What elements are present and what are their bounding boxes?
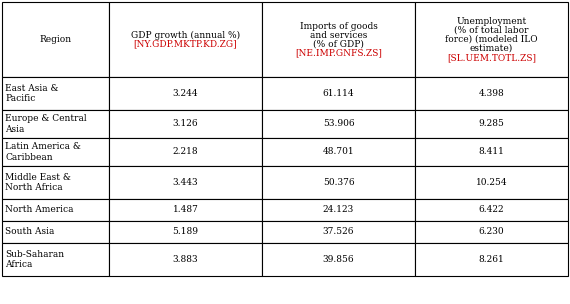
Text: 6.230: 6.230 (479, 227, 504, 237)
Bar (415, 138, 568, 166)
Text: 24.123: 24.123 (323, 206, 354, 215)
Bar (2, 110, 109, 138)
Text: GDP growth (annual %): GDP growth (annual %) (131, 30, 240, 40)
Text: 6.422: 6.422 (479, 206, 504, 215)
Text: 50.376: 50.376 (323, 178, 355, 187)
Bar (262, 110, 415, 138)
Bar (2, 221, 109, 243)
Text: Region: Region (39, 35, 72, 44)
Text: (% of GDP): (% of GDP) (313, 40, 364, 48)
Bar (2, 138, 109, 166)
Bar (2, 243, 109, 276)
Text: 5.189: 5.189 (173, 227, 198, 237)
Text: estimate): estimate) (470, 44, 513, 53)
Text: 53.906: 53.906 (323, 119, 355, 129)
Bar (2, 166, 109, 199)
Bar (415, 199, 568, 221)
Text: [NE.IMP.GNFS.ZS]: [NE.IMP.GNFS.ZS] (295, 48, 382, 57)
Text: Imports of goods: Imports of goods (300, 22, 377, 30)
Bar (2, 2, 109, 77)
Bar (109, 138, 262, 166)
Text: 4.398: 4.398 (479, 89, 504, 98)
Text: [SL.UEM.TOTL.ZS]: [SL.UEM.TOTL.ZS] (447, 53, 536, 62)
Text: 3.244: 3.244 (173, 89, 198, 98)
Text: (% of total labor: (% of total labor (454, 26, 529, 35)
Text: 48.701: 48.701 (323, 147, 355, 157)
Bar (2, 199, 109, 221)
Bar (109, 199, 262, 221)
Bar (109, 166, 262, 199)
Text: 1.487: 1.487 (173, 206, 198, 215)
Bar (262, 2, 415, 77)
Bar (415, 166, 568, 199)
Bar (109, 110, 262, 138)
Text: 8.261: 8.261 (479, 255, 504, 264)
Text: 2.218: 2.218 (173, 147, 198, 157)
Bar (262, 199, 415, 221)
Text: [NY.GDP.MKTP.KD.ZG]: [NY.GDP.MKTP.KD.ZG] (134, 40, 237, 48)
Text: Sub-Saharan
Africa: Sub-Saharan Africa (5, 250, 64, 269)
Bar (415, 243, 568, 276)
Text: 10.254: 10.254 (476, 178, 507, 187)
Text: 3.443: 3.443 (173, 178, 198, 187)
Bar (109, 221, 262, 243)
Text: Europe & Central
Asia: Europe & Central Asia (5, 114, 87, 134)
Text: force) (modeled ILO: force) (modeled ILO (445, 35, 538, 44)
Bar (262, 77, 415, 110)
Bar (415, 110, 568, 138)
Text: 3.883: 3.883 (173, 255, 198, 264)
Bar (109, 77, 262, 110)
Text: East Asia &
Pacific: East Asia & Pacific (5, 84, 59, 103)
Bar (415, 2, 568, 77)
Bar (415, 77, 568, 110)
Text: South Asia: South Asia (5, 227, 54, 237)
Text: 3.126: 3.126 (173, 119, 198, 129)
Text: 9.285: 9.285 (479, 119, 504, 129)
Text: 39.856: 39.856 (323, 255, 355, 264)
Text: Unemployment: Unemployment (457, 17, 527, 26)
Text: 37.526: 37.526 (323, 227, 354, 237)
Text: North America: North America (5, 206, 74, 215)
Text: and services: and services (310, 30, 367, 40)
Bar (262, 166, 415, 199)
Text: 8.411: 8.411 (479, 147, 504, 157)
Text: Middle East &
North Africa: Middle East & North Africa (5, 173, 71, 192)
Bar (415, 221, 568, 243)
Bar (109, 243, 262, 276)
Bar (109, 2, 262, 77)
Bar (2, 77, 109, 110)
Text: Latin America &
Caribbean: Latin America & Caribbean (5, 142, 81, 162)
Bar (262, 138, 415, 166)
Bar (262, 243, 415, 276)
Bar (262, 221, 415, 243)
Text: 61.114: 61.114 (323, 89, 355, 98)
